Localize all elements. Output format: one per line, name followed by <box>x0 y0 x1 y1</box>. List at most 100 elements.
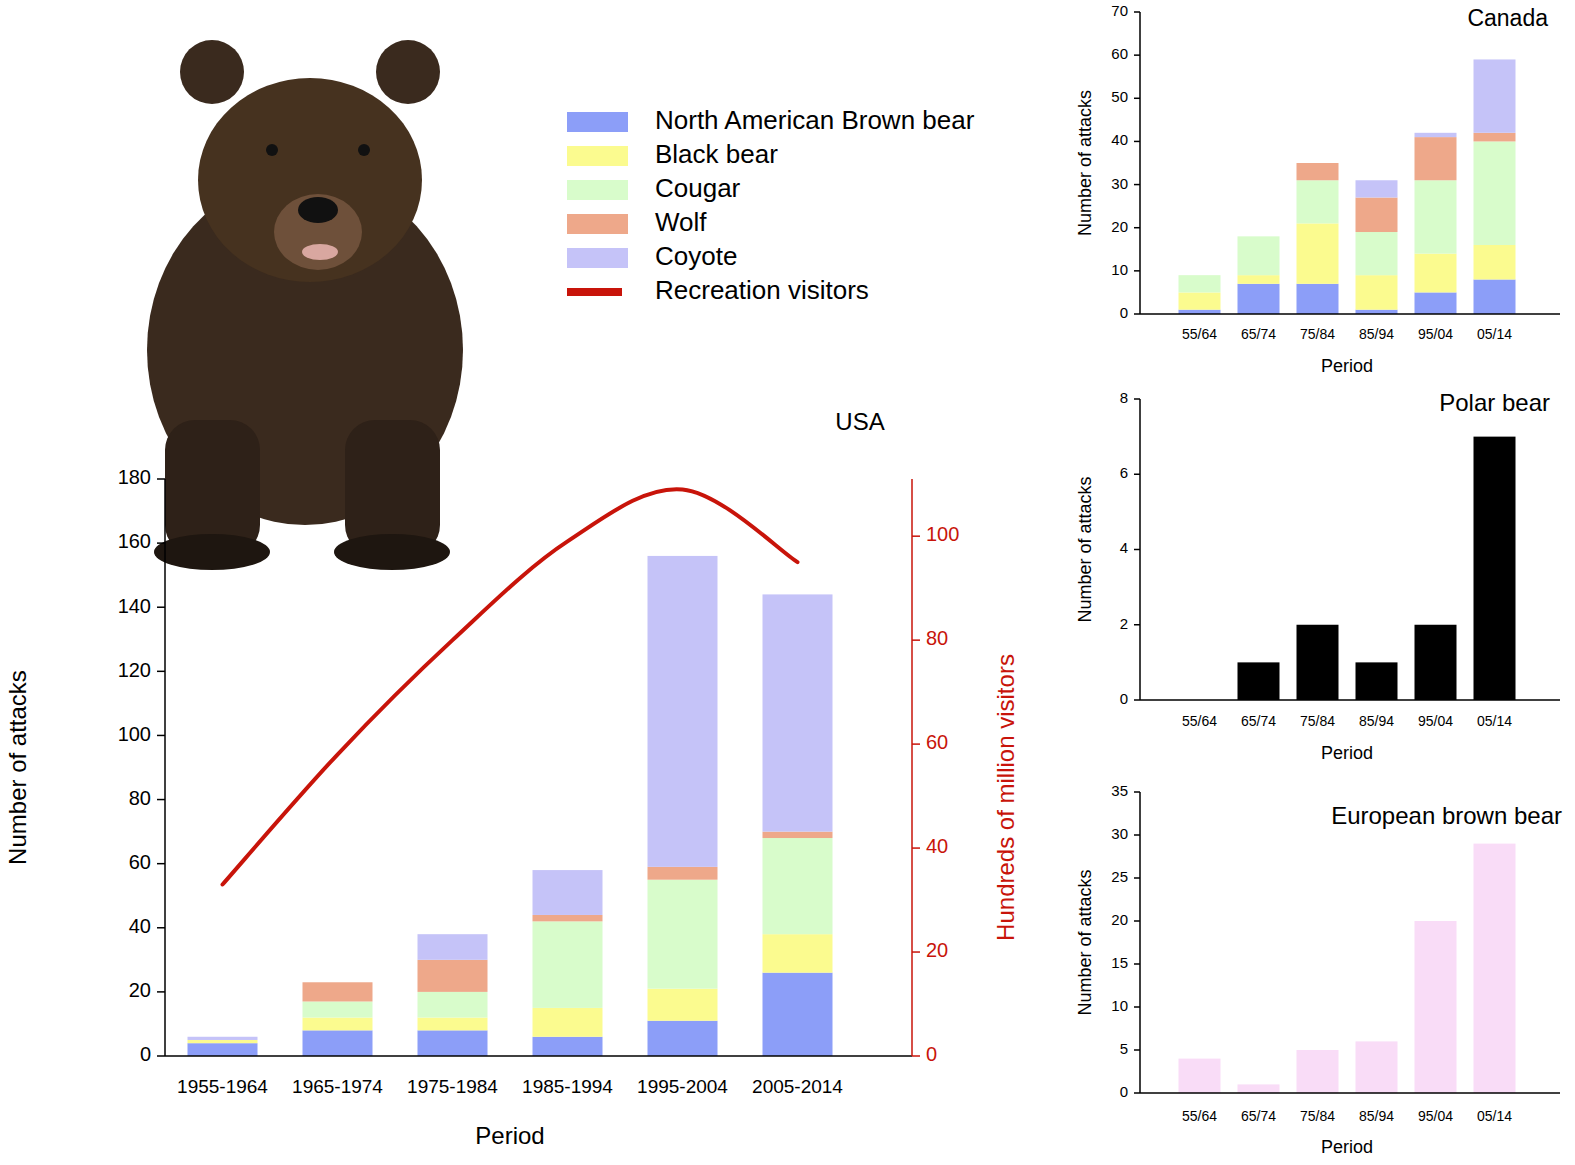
bar-segment <box>418 1030 488 1056</box>
chart-title: USA <box>835 408 884 435</box>
x-tick-label: 1995-2004 <box>637 1076 728 1097</box>
bar-segment <box>648 556 718 867</box>
y-axis <box>1139 12 1141 314</box>
y-tick <box>157 799 165 801</box>
y-axis <box>1139 792 1141 1093</box>
y-tick-label: 50 <box>1111 88 1128 105</box>
bar-segment <box>418 992 488 1018</box>
y-tick <box>157 735 165 737</box>
y-tick-label: 60 <box>129 851 151 873</box>
x-tick-label: 65/74 <box>1241 713 1276 729</box>
y-tick <box>1134 313 1140 315</box>
chart-title: Canada <box>1467 5 1548 31</box>
bar-segment <box>1179 275 1221 276</box>
bar <box>1356 662 1398 700</box>
bar <box>1297 625 1339 700</box>
y-tick <box>1134 699 1140 701</box>
bear-nose <box>298 197 338 223</box>
y2-tick <box>912 1055 920 1057</box>
y-tick-label: 0 <box>1120 304 1128 321</box>
y-tick <box>157 1055 165 1057</box>
y2-tick <box>912 535 920 537</box>
y-tick-label: 60 <box>1111 45 1128 62</box>
y-tick <box>1134 1006 1140 1008</box>
figure: 0204060801001201401601801955-19641965-19… <box>0 0 1575 1165</box>
bar-segment <box>188 1037 258 1040</box>
y2-axis-title: Hundreds of million visitors <box>992 654 1019 941</box>
bar <box>1297 1050 1339 1093</box>
x-tick-label: 85/94 <box>1359 326 1394 342</box>
x-axis <box>165 1055 912 1057</box>
y-tick <box>157 542 165 544</box>
chart-title: Polar bear <box>1439 389 1550 416</box>
chart-title: European brown bear <box>1331 802 1562 829</box>
bar-segment <box>533 1037 603 1056</box>
bar-segment <box>1297 284 1339 314</box>
bear-head <box>198 78 422 282</box>
chart: 0204060801001201401601801955-19641965-19… <box>4 408 1019 1149</box>
y-axis <box>164 479 166 1056</box>
bar-segment <box>1356 232 1398 275</box>
legend-swatch <box>567 248 628 268</box>
legend-swatch <box>567 214 628 234</box>
bar-segment <box>303 982 373 983</box>
bear-paw <box>334 534 450 570</box>
y2-tick-label: 60 <box>926 731 948 753</box>
x-axis <box>1140 699 1560 701</box>
x-axis <box>1140 313 1560 315</box>
y-tick-label: 70 <box>1111 2 1128 19</box>
x-tick-label: 75/84 <box>1300 713 1335 729</box>
x-tick-label: 1985-1994 <box>522 1076 613 1097</box>
y-tick <box>1134 1049 1140 1051</box>
y-tick <box>1134 920 1140 922</box>
x-tick-label: 2005-2014 <box>752 1076 843 1097</box>
x-tick-label: 05/14 <box>1477 326 1512 342</box>
x-tick-label: 1975-1984 <box>407 1076 498 1097</box>
bar <box>1474 844 1516 1093</box>
y-tick <box>1134 227 1140 229</box>
bear-paw <box>154 534 270 570</box>
bar-segment <box>303 1002 373 1018</box>
bar-segment <box>648 989 718 1021</box>
bar-segment <box>1356 275 1398 310</box>
y-tick-label: 40 <box>129 915 151 937</box>
chart: 01020304050607055/6465/7475/8485/9495/04… <box>1075 2 1560 376</box>
x-tick-label: 55/64 <box>1182 1108 1217 1124</box>
bear-mouth <box>302 244 338 260</box>
y-tick <box>1134 98 1140 100</box>
y-tick-label: 15 <box>1111 954 1128 971</box>
y-tick <box>1134 398 1140 400</box>
legend-label: Coyote <box>655 241 737 271</box>
bear-illustration <box>147 40 463 570</box>
y-tick-label: 160 <box>118 530 151 552</box>
y-tick-label: 20 <box>129 979 151 1001</box>
bar-segment <box>1356 198 1398 233</box>
y-tick <box>1134 1092 1140 1094</box>
bar-segment <box>1415 254 1457 293</box>
x-tick-label: 1955-1964 <box>177 1076 268 1097</box>
bar-segment <box>1415 137 1457 180</box>
x-tick-label: 95/04 <box>1418 326 1453 342</box>
y-tick <box>1134 963 1140 965</box>
y-tick-label: 20 <box>1111 218 1128 235</box>
bar-segment <box>1238 275 1280 284</box>
y-tick <box>1134 549 1140 551</box>
bar-segment <box>1474 141 1516 245</box>
chart: 0246855/6465/7475/8485/9495/0405/14Polar… <box>1075 389 1560 763</box>
y-tick-label: 180 <box>118 466 151 488</box>
legend-swatch <box>567 288 622 296</box>
bar-segment <box>1474 133 1516 142</box>
bar-segment <box>1238 236 1280 237</box>
y2-tick-label: 20 <box>926 939 948 961</box>
y2-tick <box>912 639 920 641</box>
bar-segment <box>1474 279 1516 314</box>
bar-segment <box>418 960 488 992</box>
bar-segment <box>303 982 373 1001</box>
y-tick <box>1134 791 1140 793</box>
bar-segment <box>1415 292 1457 314</box>
bar-segment <box>418 1018 488 1031</box>
y-tick-label: 35 <box>1111 782 1128 799</box>
chart: 0510152025303555/6465/7475/8485/9495/040… <box>1075 782 1562 1157</box>
y-tick <box>157 478 165 480</box>
x-tick-label: 05/14 <box>1477 1108 1512 1124</box>
